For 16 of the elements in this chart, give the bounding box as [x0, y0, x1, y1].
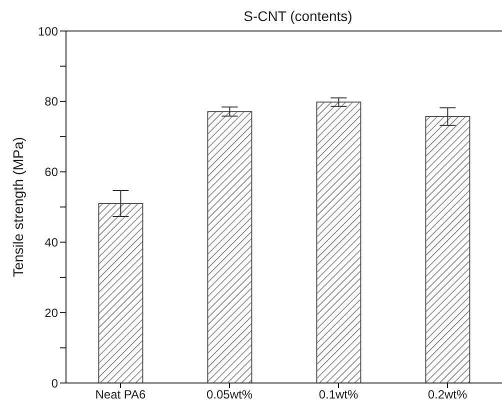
- y-tick-label: 100: [38, 24, 58, 38]
- bar: [425, 116, 470, 383]
- bar: [207, 111, 252, 383]
- bar: [98, 202, 144, 383]
- y-tick-label: 0: [51, 376, 58, 390]
- y-tick-label: 80: [44, 94, 58, 109]
- x-tick-label: 0.2wt%: [428, 388, 468, 402]
- x-tick-label: 0.05wt%: [206, 388, 253, 402]
- bar: [316, 102, 362, 383]
- x-tick-label: Neat PA6: [95, 388, 146, 402]
- x-tick-label: 0.1wt%: [318, 388, 358, 402]
- y-tick-label: 20: [44, 306, 58, 320]
- y-tick-label: 60: [44, 165, 58, 180]
- y-tick-label: 40: [44, 235, 58, 250]
- chart-title: S-CNT (contents): [242, 8, 354, 24]
- y-axis-title: Tensile strength (MPa): [10, 136, 26, 278]
